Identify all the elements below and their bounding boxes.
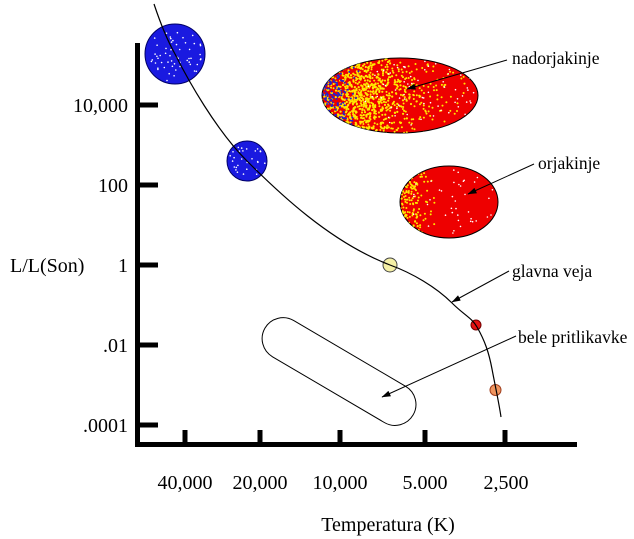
x-tick-label: 2,500 — [484, 472, 529, 494]
supergiants-region — [321, 57, 479, 134]
x-axis-title: Temperatura (K) — [321, 514, 455, 536]
label-giants: orjakinje — [538, 153, 600, 173]
white-dwarfs-region — [261, 317, 417, 426]
giants-ellipse — [399, 165, 499, 239]
star-medium-blue-speckles — [229, 146, 266, 175]
y-axis-ticks — [140, 102, 158, 428]
x-tick-label: 40,000 — [158, 472, 213, 494]
y-tick-label: 100 — [98, 175, 128, 197]
arrow-giants — [467, 163, 535, 195]
label-white-dwarfs: bele pritlikavke — [518, 327, 628, 347]
label-main-sequence: glavna veja — [512, 261, 592, 281]
x-tick-label: 10,000 — [313, 472, 368, 494]
arrow-white-dwarfs — [381, 335, 517, 398]
main-sequence-curve — [153, 3, 502, 418]
y-axis — [135, 43, 158, 447]
y-tick-label: 10,000 — [73, 95, 128, 117]
y-axis-title: L/L(Son) — [10, 255, 84, 277]
giants-region — [399, 165, 499, 239]
arrow-supergiants — [406, 59, 508, 90]
x-axis-ticks — [182, 430, 508, 443]
arrow-main-sequence — [451, 270, 510, 303]
y-tick-label: .0001 — [83, 415, 128, 437]
x-tick-label: 20,000 — [233, 472, 288, 494]
y-tick-label: .01 — [103, 335, 128, 357]
y-tick-label: 1 — [118, 255, 128, 277]
x-tick-label: 5.000 — [403, 472, 448, 494]
label-supergiants: nadorjakinje — [512, 48, 600, 68]
x-axis — [135, 430, 577, 447]
